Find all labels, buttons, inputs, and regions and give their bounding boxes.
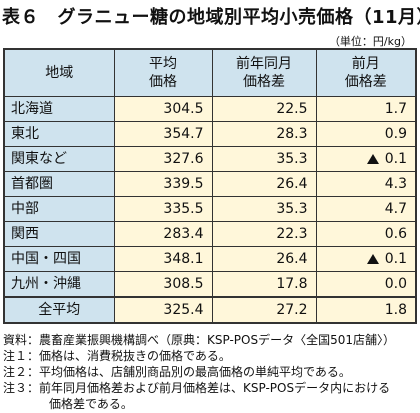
- note-2: 注２： 平均価格は、店舗別商品別の最高価格の単純平均である。: [3, 365, 351, 379]
- table-row: 中国・四国 348.1 26.4 0.1: [3, 246, 417, 272]
- mom-diff-cell: 0.0: [315, 271, 417, 298]
- average-price-cell: 283.4: [113, 221, 213, 247]
- table-row: 首都圏 339.5 26.4 4.3: [3, 171, 417, 197]
- decrease-triangle-icon: [366, 154, 379, 164]
- average-price-cell: 327.6: [113, 146, 213, 172]
- region-cell: 中国・四国: [3, 246, 115, 272]
- mom-diff-cell: 0.1: [315, 246, 417, 272]
- mom-diff-cell: 0.1: [315, 146, 417, 172]
- table-row: 中部 335.5 35.3 4.7: [3, 196, 417, 222]
- header-mom-diff: 前月 価格差: [315, 48, 417, 97]
- average-price-cell: 308.5: [113, 271, 213, 298]
- table-row: 九州・沖縄 308.5 17.8 0.0: [3, 271, 417, 298]
- table-header-row: 地域 平均 価格 前年同月 価格差 前月 価格差: [3, 48, 417, 97]
- yoy-diff-cell: 27.2: [211, 296, 317, 324]
- yoy-diff-cell: 26.4: [211, 171, 317, 197]
- header-average-price: 平均 価格: [113, 48, 213, 97]
- notes: 資料： 農畜産業振興機構調べ（原典：KSP-POSデータ〈全国501店舗〉） 注１…: [3, 332, 417, 412]
- decrease-triangle-icon: [366, 254, 379, 264]
- region-cell: 関西: [3, 221, 115, 247]
- note-1: 注１： 価格は、消費税抜きの価格である。: [3, 349, 231, 363]
- header-yoy-diff: 前年同月 価格差: [211, 48, 317, 97]
- average-price-cell: 354.7: [113, 121, 213, 147]
- yoy-diff-cell: 35.3: [211, 146, 317, 172]
- unit-label: （単位：円/kg）: [328, 35, 412, 48]
- mom-diff-cell: 0.6: [315, 221, 417, 247]
- average-price-cell: 348.1: [113, 246, 213, 272]
- region-cell: 全平均: [3, 296, 115, 324]
- yoy-diff-cell: 28.3: [211, 121, 317, 147]
- mom-diff-cell: 1.8: [315, 296, 417, 324]
- page-title: 表６ グラニュー糖の地域別平均小売価格（11月）: [2, 7, 420, 28]
- region-cell: 九州・沖縄: [3, 271, 115, 298]
- price-table: 地域 平均 価格 前年同月 価格差 前月 価格差 北海道 304.5 22.5 1.7…: [3, 48, 417, 324]
- table-row: 関東など 327.6 35.3 0.1: [3, 146, 417, 172]
- note-source: 資料： 農畜産業振興機構調べ（原典：KSP-POSデータ〈全国501店舗〉）: [3, 333, 396, 347]
- average-price-cell: 339.5: [113, 171, 213, 197]
- average-price-cell: 304.5: [113, 96, 213, 122]
- mom-diff-cell: 4.3: [315, 171, 417, 197]
- average-price-cell: 325.4: [113, 296, 213, 324]
- mom-diff-cell: 0.9: [315, 121, 417, 147]
- table-row: 北海道 304.5 22.5 1.7: [3, 96, 417, 122]
- table-row: 関西 283.4 22.3 0.6: [3, 221, 417, 247]
- yoy-diff-cell: 35.3: [211, 196, 317, 222]
- yoy-diff-cell: 22.5: [211, 96, 317, 122]
- yoy-diff-cell: 22.3: [211, 221, 317, 247]
- note-3-continued: 価格差である。: [49, 397, 133, 411]
- region-cell: 中部: [3, 196, 115, 222]
- region-cell: 東北: [3, 121, 115, 147]
- region-cell: 首都圏: [3, 171, 115, 197]
- mom-diff-cell: 4.7: [315, 196, 417, 222]
- note-3: 注３： 前年同月価格差および前月価格差は、KSP-POSデータ内における: [3, 381, 391, 395]
- yoy-diff-cell: 26.4: [211, 246, 317, 272]
- region-cell: 関東など: [3, 146, 115, 172]
- header-region: 地域: [3, 48, 115, 97]
- region-cell: 北海道: [3, 96, 115, 122]
- table-row: 東北 354.7 28.3 0.9: [3, 121, 417, 147]
- average-price-cell: 335.5: [113, 196, 213, 222]
- total-average-row: 全平均 325.4 27.2 1.8: [3, 296, 417, 324]
- yoy-diff-cell: 17.8: [211, 271, 317, 298]
- mom-diff-cell: 1.7: [315, 96, 417, 122]
